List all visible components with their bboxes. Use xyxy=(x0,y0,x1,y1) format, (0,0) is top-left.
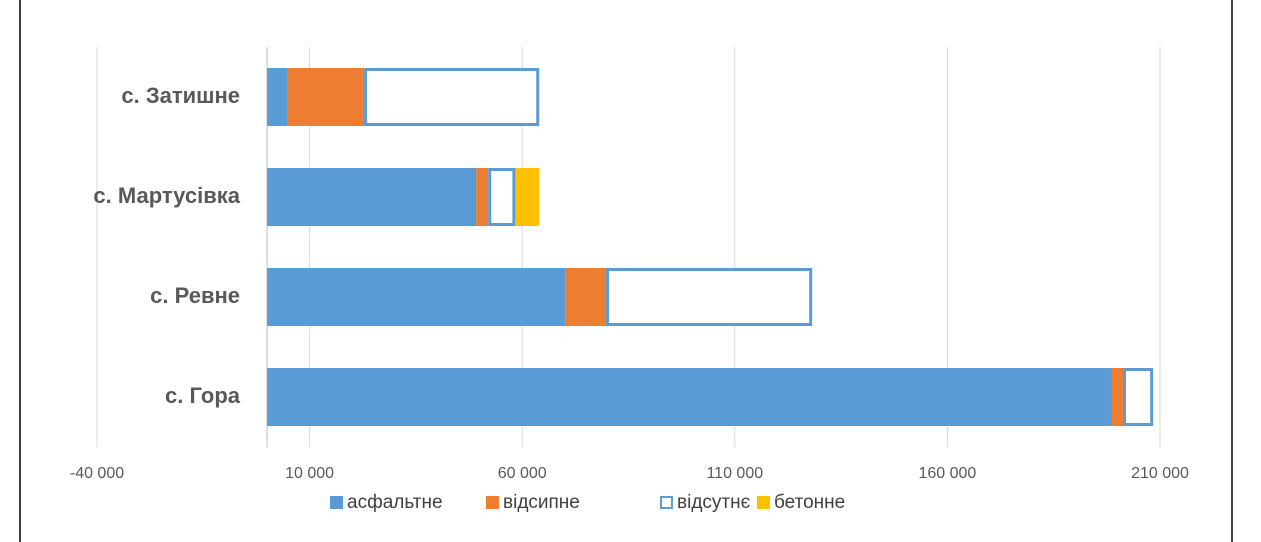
bar-segment xyxy=(565,268,606,326)
bar-segment xyxy=(364,68,540,126)
category-label: с. Ревне xyxy=(150,283,240,308)
bar-segment xyxy=(267,168,477,226)
legend-label: відсутнє xyxy=(677,492,751,513)
legend-swatch xyxy=(757,496,770,509)
bar-segment xyxy=(488,168,516,226)
legend-label: асфальтне xyxy=(347,492,443,513)
x-tick-label: 160 000 xyxy=(918,465,976,482)
x-tick-label: 10 000 xyxy=(285,465,334,482)
category-label: с. Гора xyxy=(165,383,241,408)
category-label: с. Затишне xyxy=(121,83,240,108)
bar-segment xyxy=(267,368,1112,426)
x-tick-label: 210 000 xyxy=(1131,465,1189,482)
bar-segment xyxy=(476,168,489,226)
legend-swatch xyxy=(660,496,673,509)
category-label: с. Мартусівка xyxy=(93,183,240,208)
bar-segment xyxy=(287,68,365,126)
bar-segment xyxy=(267,68,288,126)
bar-segment xyxy=(605,268,813,326)
legend-swatch xyxy=(330,496,343,509)
bar-segment xyxy=(267,268,566,326)
bar-segment xyxy=(1111,368,1124,426)
legend-label: бетонне xyxy=(774,492,845,513)
x-tick-label: 60 000 xyxy=(498,465,547,482)
bar-segment xyxy=(515,168,540,226)
legend-swatch xyxy=(486,496,499,509)
x-tick-label: -40 000 xyxy=(70,465,124,482)
x-tick-label: 110 000 xyxy=(706,465,763,482)
bar-segment xyxy=(1123,368,1154,426)
legend-label: відсипне xyxy=(503,492,580,513)
